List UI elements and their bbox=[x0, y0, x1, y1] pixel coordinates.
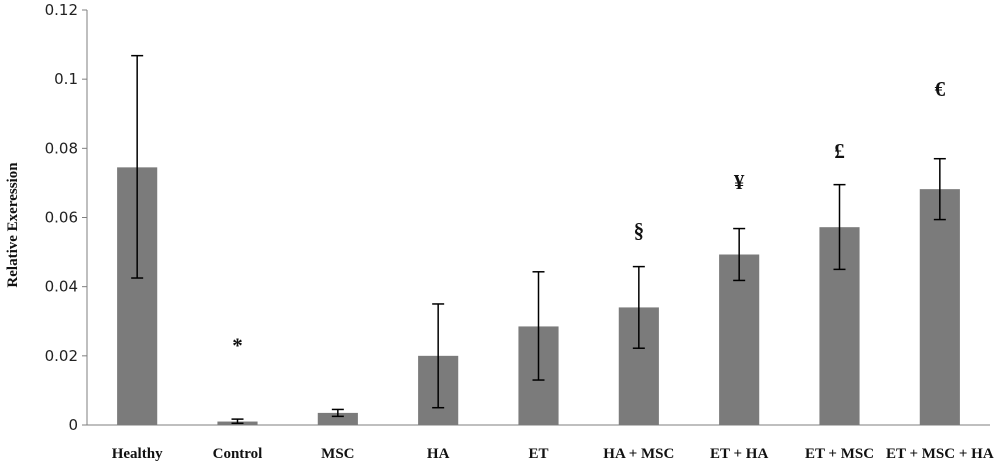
significance-marker: € bbox=[935, 77, 946, 101]
significance-marker: £ bbox=[834, 139, 845, 163]
x-category-label: HA + MSC bbox=[603, 446, 674, 462]
error-bar bbox=[532, 271, 545, 381]
y-tick-label: 0.1 bbox=[54, 70, 78, 88]
x-category-label: ET + MSC bbox=[805, 446, 874, 462]
error-bar bbox=[933, 157, 946, 221]
error-bar bbox=[632, 265, 645, 349]
bar bbox=[719, 254, 760, 425]
error-bar bbox=[131, 54, 144, 279]
y-tick-label: 0.08 bbox=[45, 139, 78, 157]
bar bbox=[919, 189, 960, 425]
y-tick-label: 0.04 bbox=[45, 278, 78, 296]
y-tick-label: 0.12 bbox=[45, 1, 78, 19]
x-category-label: MSC bbox=[321, 446, 354, 462]
x-category-label: Control bbox=[213, 446, 263, 462]
y-tick-label: 0 bbox=[68, 416, 78, 434]
x-category-label: ET + MSC + HA bbox=[886, 446, 994, 462]
error-bar bbox=[833, 183, 846, 271]
bar bbox=[317, 412, 358, 425]
error-bar bbox=[733, 227, 746, 282]
significance-annotations: * § ¥ £ € bbox=[232, 77, 945, 358]
significance-marker: § bbox=[634, 219, 645, 243]
error-bar bbox=[432, 303, 445, 409]
error-bar bbox=[331, 408, 344, 418]
error-bars bbox=[131, 54, 946, 425]
x-category-label: ET + HA bbox=[710, 446, 768, 462]
x-axis-category-labels: Healthy Control MSC HA ET HA + MSC ET + HA ET +… bbox=[112, 446, 994, 462]
x-category-label: Healthy bbox=[112, 446, 163, 462]
error-bar bbox=[231, 418, 244, 425]
x-category-label: ET bbox=[528, 446, 548, 462]
y-tick-label: 0.02 bbox=[45, 347, 78, 365]
significance-marker: * bbox=[232, 333, 243, 357]
x-category-label: HA bbox=[427, 446, 450, 462]
significance-marker: ¥ bbox=[734, 170, 745, 194]
y-axis-title: Relative Exeression bbox=[5, 162, 21, 288]
y-tick-label: 0.06 bbox=[45, 209, 78, 227]
